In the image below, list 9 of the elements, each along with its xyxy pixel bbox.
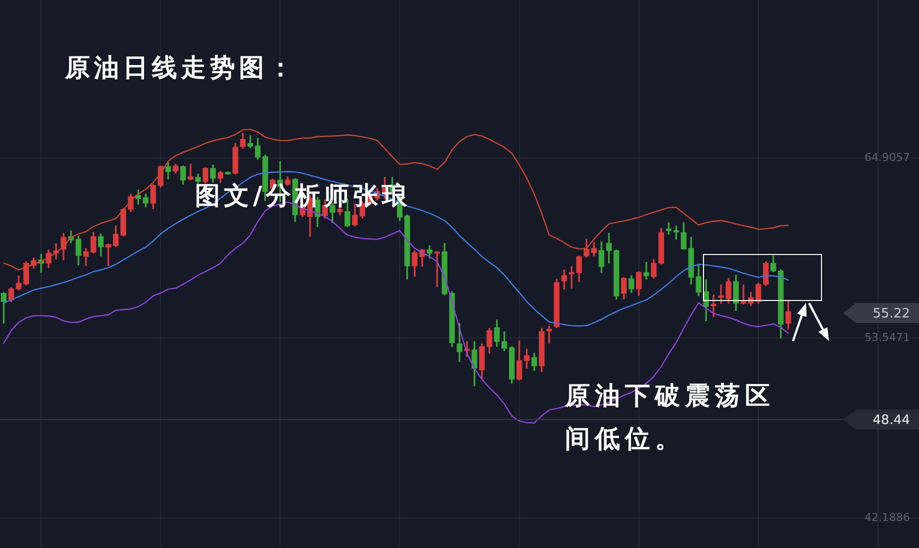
- y-tick-label: 64.9057: [864, 151, 910, 164]
- ref-line-label: 48.44: [872, 412, 910, 428]
- y-tick-label: 42.1886: [864, 511, 910, 524]
- annotation: 55.22: [872, 306, 910, 322]
- y-tick-label: 53.5471: [864, 331, 910, 344]
- annotation: 原油下破震荡区间低位。: [565, 380, 776, 455]
- text: 原油日线走势图：: [65, 53, 297, 83]
- candlestick: [188, 164, 194, 180]
- candlestick: [710, 294, 716, 317]
